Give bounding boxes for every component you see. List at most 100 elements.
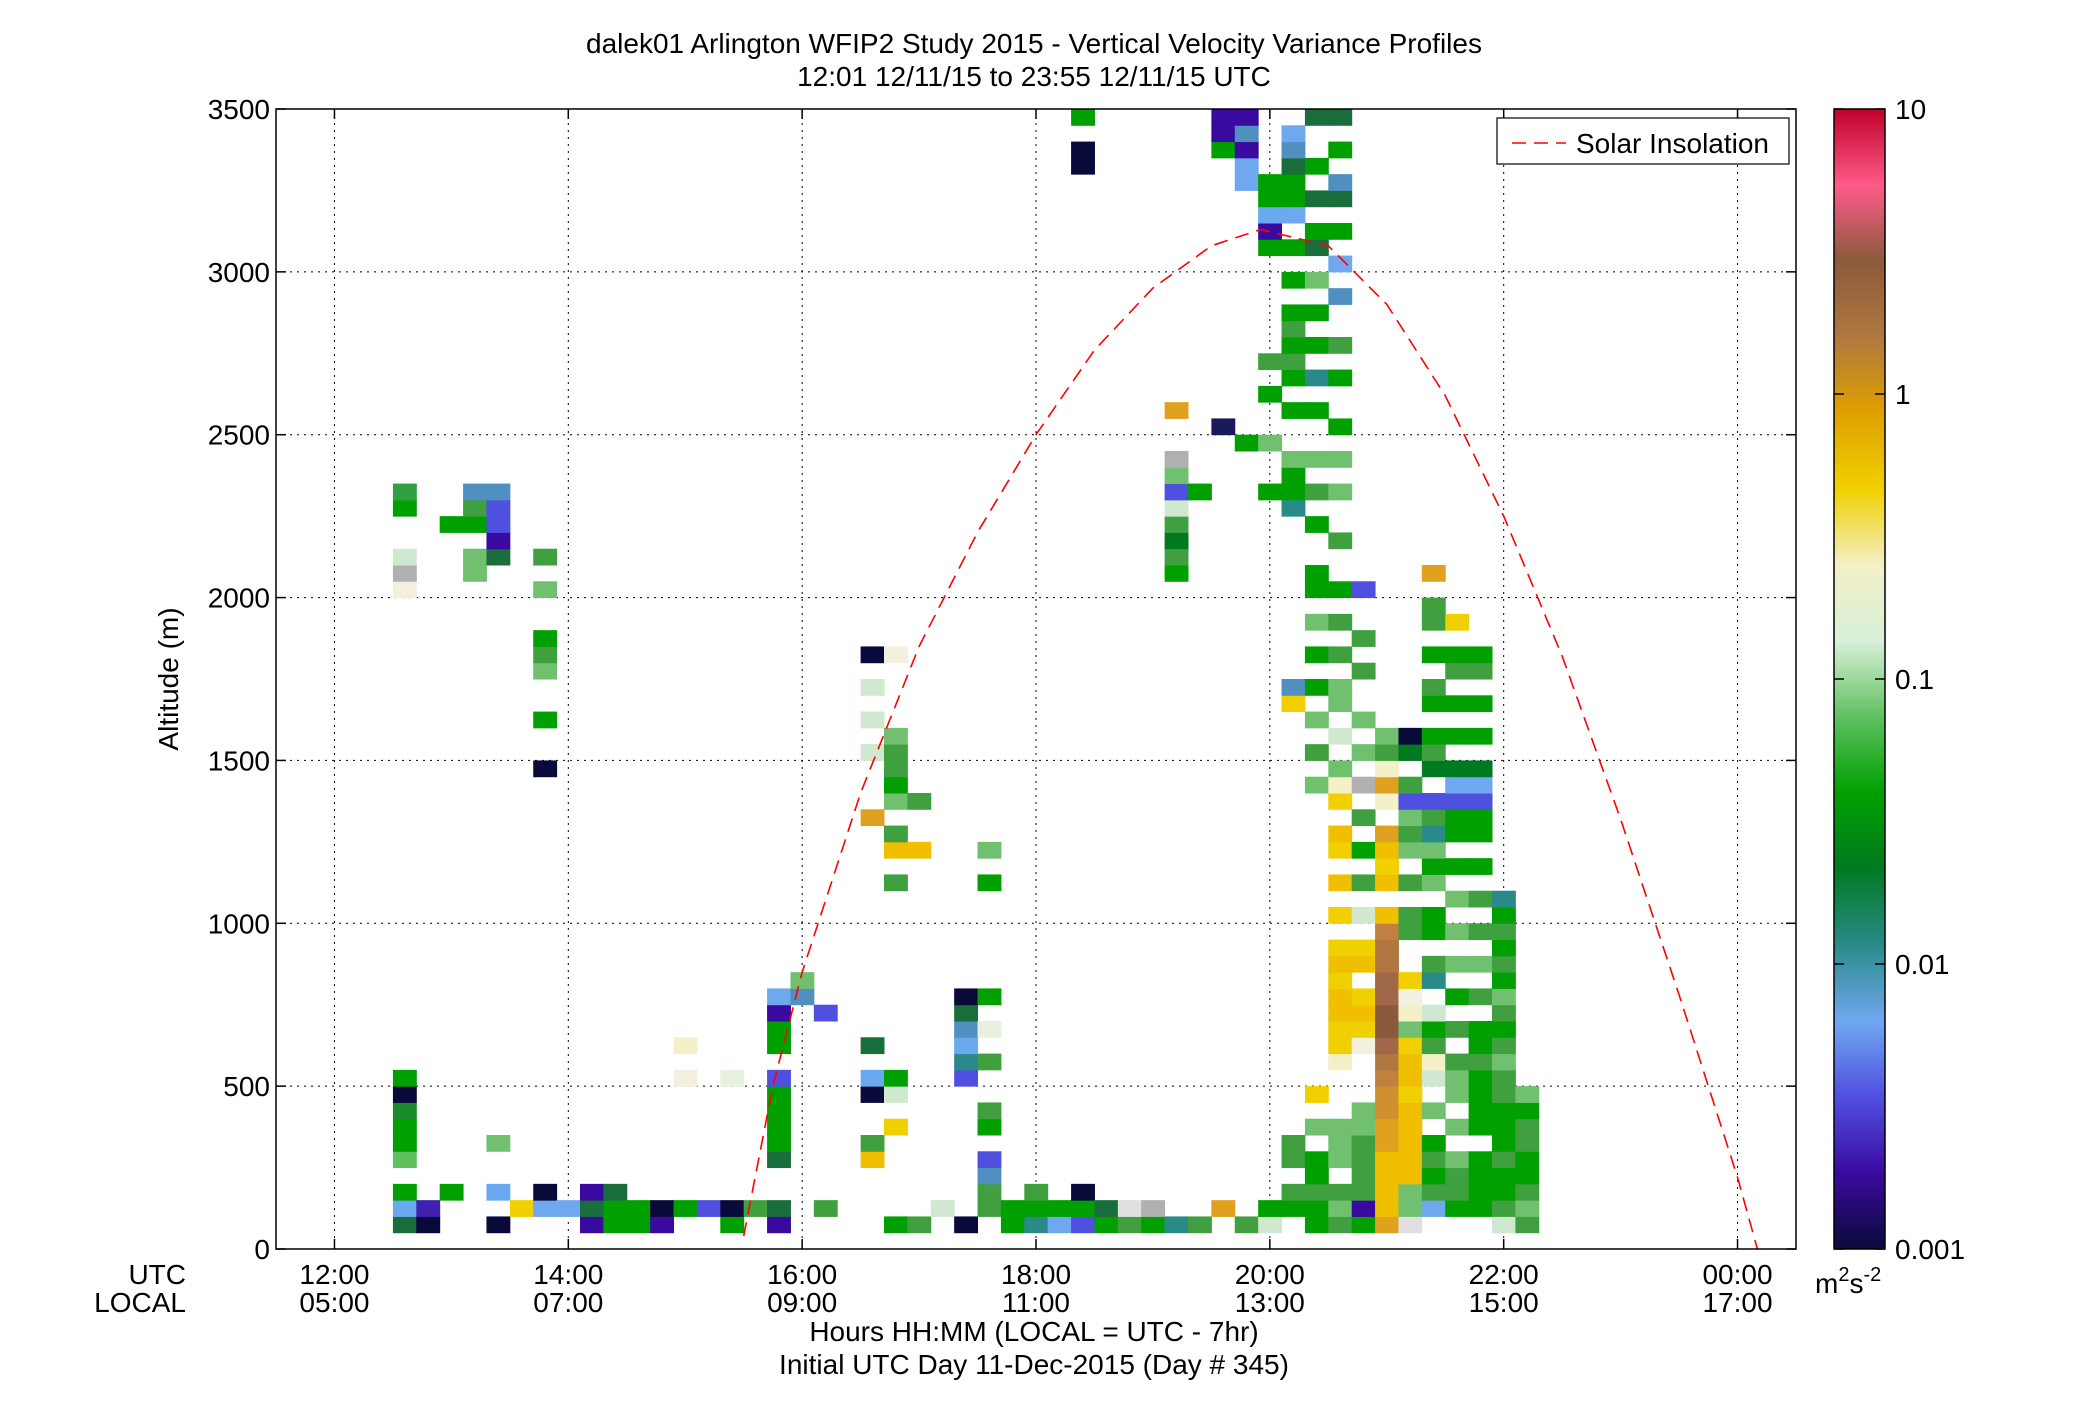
heatmap-cell: [1445, 695, 1470, 713]
heatmap-cell: [392, 565, 417, 582]
heatmap-cell: [860, 1135, 885, 1152]
heatmap-cell: [486, 1216, 511, 1234]
heatmap-cell: [1281, 369, 1306, 387]
heatmap-cell: [1351, 1037, 1376, 1055]
heatmap-cell: [1328, 1037, 1353, 1055]
heatmap-cell: [392, 581, 417, 599]
heatmap-cell: [1421, 1135, 1446, 1152]
heatmap-cell: [1375, 744, 1399, 761]
heatmap-cell: [1304, 1086, 1329, 1103]
heatmap-cell: [1492, 1118, 1516, 1136]
heatmap-cell: [1421, 793, 1446, 810]
heatmap-cell: [1351, 988, 1376, 1006]
heatmap-cell: [767, 1135, 791, 1152]
heatmap-cell: [1281, 695, 1306, 713]
y-tick-label: 3500: [208, 94, 270, 125]
heatmap-cell: [1375, 858, 1399, 875]
heatmap-cell: [1468, 1053, 1493, 1071]
heatmap-cell: [1351, 907, 1376, 924]
heatmap-cell: [1398, 923, 1423, 941]
heatmap-cell: [1328, 1216, 1353, 1234]
heatmap-cell: [1328, 288, 1353, 305]
heatmap-cell: [392, 1200, 417, 1217]
heatmap-cell: [1421, 874, 1446, 892]
heatmap-cell: [1421, 825, 1446, 843]
heatmap-cell: [1328, 109, 1353, 126]
heatmap-cell: [977, 988, 1002, 1006]
heatmap-cell: [1164, 467, 1189, 485]
heatmap-cell: [1328, 1200, 1353, 1217]
heatmap-cell: [1375, 874, 1399, 892]
heatmap-cell: [1468, 955, 1493, 973]
heatmap-cell: [1281, 499, 1306, 517]
heatmap-cell: [1234, 174, 1259, 191]
heatmap-cell: [1515, 1086, 1540, 1103]
heatmap-cell: [977, 1183, 1002, 1201]
heatmap-cell: [1304, 337, 1329, 354]
heatmap-cell: [1421, 907, 1446, 924]
heatmap-cell: [1328, 776, 1353, 794]
heatmap-cell: [1281, 1135, 1306, 1152]
heatmap-cell: [603, 1200, 628, 1217]
chart-title: dalek01 Arlington WFIP2 Study 2015 - Ver…: [586, 28, 1482, 59]
heatmap-cell: [1445, 1183, 1470, 1201]
heatmap-cell: [1304, 369, 1329, 387]
heatmap-cell: [1421, 972, 1446, 989]
heatmap-cell: [884, 646, 908, 664]
heatmap-cell: [1468, 923, 1493, 941]
colorbar-units: m2s-2: [1815, 1264, 1881, 1299]
heatmap-cell: [1468, 1102, 1493, 1120]
heatmap-cell: [1445, 1021, 1470, 1038]
heatmap-cell: [1468, 1021, 1493, 1038]
heatmap-cell: [1445, 760, 1470, 778]
heatmap-cell: [1398, 744, 1423, 761]
heatmap-cell: [1445, 858, 1470, 875]
heatmap-cell: [1468, 646, 1493, 664]
heatmap-cell: [1164, 565, 1189, 582]
heatmap-cell: [1351, 874, 1376, 892]
y-tick-label: 3000: [208, 257, 270, 288]
heatmap-cell: [1328, 532, 1353, 550]
heatmap-cell: [767, 1004, 791, 1022]
x-row-label-utc: UTC: [128, 1259, 186, 1290]
heatmap-cell: [1398, 1167, 1423, 1185]
heatmap-cell: [1351, 744, 1376, 761]
heatmap-cell: [1375, 1037, 1399, 1055]
heatmap-cell: [1375, 923, 1399, 941]
heatmap-cell: [720, 1069, 745, 1087]
heatmap-cell: [1468, 988, 1493, 1006]
heatmap-cell: [1421, 1037, 1446, 1055]
heatmap-cell: [1468, 776, 1493, 794]
heatmap-cell: [1328, 874, 1353, 892]
heatmap-cell: [1445, 955, 1470, 973]
heatmap-cell: [1304, 1200, 1329, 1217]
heatmap-cell: [1304, 516, 1329, 533]
heatmap-cell: [813, 1200, 838, 1217]
x-tick-label-utc: 14:00: [533, 1259, 603, 1290]
heatmap-cell: [884, 760, 908, 778]
heatmap-cell: [790, 972, 815, 989]
heatmap-cell: [1328, 988, 1353, 1006]
heatmap-cell: [1375, 1102, 1399, 1120]
heatmap-cell: [1445, 776, 1470, 794]
heatmap-cell: [1304, 1183, 1329, 1201]
heatmap-cell: [1351, 776, 1376, 794]
heatmap-cell: [1304, 711, 1329, 729]
heatmap-cell: [1351, 1167, 1376, 1185]
heatmap-cell: [860, 646, 885, 664]
heatmap-cell: [416, 1216, 441, 1234]
x-row-label-local: LOCAL: [94, 1287, 186, 1318]
heatmap-cell: [1304, 565, 1329, 582]
heatmap-cells: [392, 109, 1540, 1234]
heatmap-cell: [1071, 109, 1095, 126]
heatmap-cell: [696, 1200, 721, 1217]
heatmap-cell: [463, 516, 487, 533]
x-tick-label-local: 13:00: [1235, 1287, 1305, 1318]
heatmap-cell: [1445, 1151, 1470, 1169]
heatmap-cell: [1164, 483, 1189, 501]
heatmap-cell: [1398, 809, 1423, 827]
heatmap-cell: [1492, 907, 1516, 924]
heatmap-cell: [1164, 532, 1189, 550]
heatmap-cell: [767, 1200, 791, 1217]
heatmap-cell: [977, 1021, 1002, 1038]
